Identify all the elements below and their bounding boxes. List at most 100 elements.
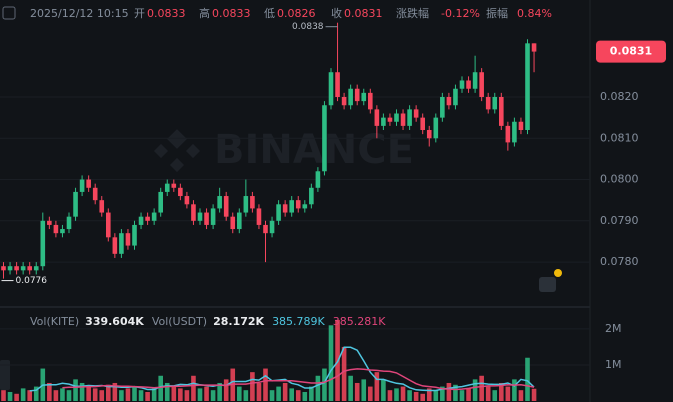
volume-bar	[479, 375, 484, 401]
candle-body	[178, 187, 183, 197]
volume-ma-line	[62, 368, 535, 391]
candle-body	[164, 183, 170, 192]
candle-body	[27, 266, 32, 271]
candle-body	[531, 43, 537, 52]
candle-body	[525, 43, 530, 131]
candle-body	[361, 92, 367, 102]
candle-body	[33, 266, 39, 271]
volume-bar	[138, 390, 144, 401]
volume-bar	[145, 391, 150, 401]
volume-bar	[446, 382, 452, 401]
volume-bar	[466, 388, 471, 401]
candle-body	[151, 212, 157, 221]
volume-bar	[289, 388, 294, 401]
header-low-label: 低	[264, 7, 275, 20]
candle-body	[138, 216, 144, 225]
volume-bar	[250, 372, 255, 401]
volume-bar	[348, 375, 353, 401]
candle-body	[276, 204, 281, 221]
volume-bar	[14, 393, 19, 401]
candle-body	[459, 80, 465, 89]
volume-bar	[492, 390, 498, 401]
volume-bar	[407, 390, 412, 401]
candle-body	[512, 121, 517, 143]
volume-bar	[440, 386, 445, 401]
volume-bar	[79, 382, 85, 401]
volume-bar	[505, 386, 511, 401]
candle-body	[47, 220, 52, 225]
candle-body	[73, 191, 78, 217]
volume-bar	[86, 386, 91, 401]
candle-body	[440, 96, 445, 118]
header-open: 0.0833	[147, 7, 186, 20]
candle-body	[420, 117, 425, 131]
header-open-label: 开	[134, 7, 145, 20]
y-tick-label: 0.0780	[600, 255, 639, 268]
candle-body	[230, 216, 236, 230]
candle-body	[341, 96, 347, 106]
volume-bar	[53, 390, 59, 401]
candle-body	[119, 233, 124, 254]
volume-bar	[112, 382, 118, 401]
candle-body	[309, 187, 314, 205]
header-high: 0.0833	[212, 7, 251, 20]
candle-body	[145, 216, 150, 221]
candle-body	[191, 204, 196, 221]
candle-body	[381, 117, 386, 126]
candle-body	[453, 88, 458, 106]
volume-bar	[525, 357, 530, 401]
low-marker-label: 0.0776	[16, 276, 48, 286]
watermark: BINANCE	[214, 127, 414, 173]
volume-bar	[394, 388, 399, 401]
y-tick-label: 0.0810	[600, 131, 639, 144]
volume-bar	[73, 379, 78, 401]
header-amplitude: 0.84%	[517, 7, 552, 20]
panel-icon[interactable]	[2, 6, 16, 20]
candle-body	[237, 212, 242, 230]
candle-body	[492, 96, 498, 110]
header-close-label: 收	[331, 6, 342, 20]
candle-body	[60, 229, 65, 234]
volume-bar	[387, 390, 393, 401]
y-tick-label: 0.0790	[600, 214, 639, 227]
volume-bar	[99, 390, 105, 401]
volume-bar	[33, 386, 39, 401]
volume-bar	[1, 390, 6, 401]
volume-bar	[459, 390, 465, 401]
candle-body	[263, 224, 268, 234]
candle-body	[394, 113, 399, 122]
candle-body	[302, 204, 308, 209]
volume-bar	[499, 382, 504, 401]
last-price-tag	[596, 40, 666, 63]
candle-body	[210, 208, 216, 225]
volume-bar	[341, 346, 347, 401]
candle-body	[269, 220, 275, 234]
volume-bar	[184, 390, 190, 401]
y-tick-label: 0.0800	[600, 173, 639, 186]
volume-bar	[60, 388, 65, 401]
volume-bar	[7, 391, 13, 401]
indicator-icon[interactable]	[539, 269, 562, 292]
candle-body	[79, 179, 85, 192]
candle-body	[86, 179, 91, 188]
volume-bar	[420, 393, 425, 401]
volume-bar	[66, 390, 72, 401]
candle-body	[407, 109, 412, 126]
candle-body	[433, 117, 439, 139]
legend-value: 28.172K	[213, 315, 264, 328]
header-high-label: 高	[199, 6, 210, 20]
candle-body	[132, 224, 137, 246]
candle-body	[112, 237, 118, 254]
legend-ma-value: 385.789K	[272, 315, 325, 328]
legend-value: 339.604K	[85, 315, 144, 328]
header-datetime: 2025/12/12 10:15	[30, 7, 129, 20]
volume-bar	[472, 379, 478, 401]
scroll-button[interactable]	[0, 360, 10, 390]
volume-bar	[256, 382, 262, 401]
volume-bar	[433, 390, 439, 401]
candle-body	[387, 117, 393, 122]
candle-body	[171, 183, 177, 188]
candle-body	[197, 212, 203, 221]
volume-bar	[178, 388, 183, 401]
volume-bar	[171, 386, 177, 401]
